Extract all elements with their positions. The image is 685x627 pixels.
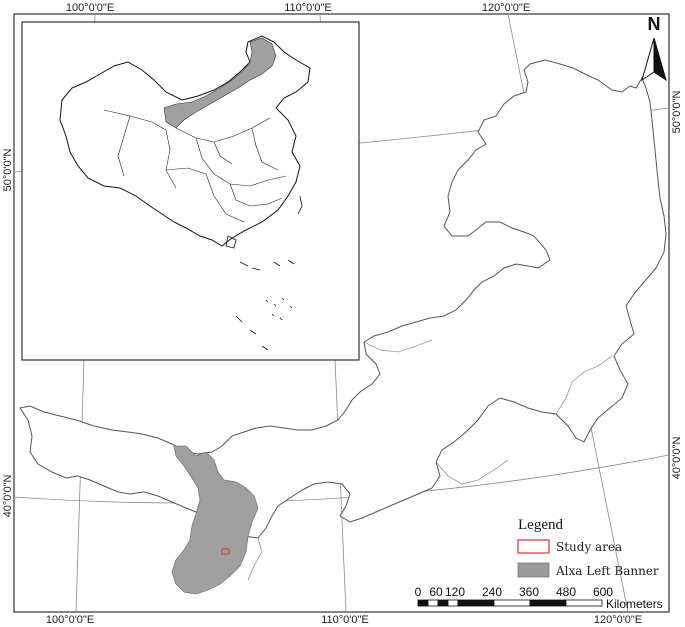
scale-tick-120: 120	[445, 585, 465, 599]
scale-bar-segments	[417, 599, 603, 607]
top-label-100e: 100°0'0"E	[66, 2, 114, 14]
north-arrow-label: N	[648, 14, 661, 34]
inset-map	[21, 21, 360, 361]
inset-islands	[225, 195, 303, 351]
scale-tick-240: 240	[482, 585, 502, 599]
scale-tick-60: 60	[429, 585, 443, 599]
bottom-label-120e: 120°0'0"E	[594, 614, 642, 626]
alxa-left-banner-region	[171, 445, 259, 595]
legend-study-area-swatch	[517, 539, 550, 554]
scale-tick-600: 600	[593, 585, 613, 599]
legend-alxa-swatch	[517, 562, 550, 578]
north-arrow: N	[641, 14, 667, 82]
inset-inner-mongolia	[163, 37, 277, 129]
inset-province-lines	[103, 109, 287, 223]
top-label-120e: 120°0'0"E	[482, 2, 530, 14]
left-label-50n: 50°0'0"N	[2, 149, 14, 192]
bottom-label-110e: 110°0'0"E	[321, 614, 369, 626]
china-outline	[59, 35, 311, 247]
scale-tick-360: 360	[519, 585, 539, 599]
legend-title: Legend	[518, 517, 563, 533]
legend: Legend Study area Alxa Left Banner	[517, 517, 659, 578]
internal-boundaries	[247, 339, 613, 581]
left-label-40n: 40°0'0"N	[2, 475, 14, 518]
scale-bar: 0 60 120 240 360 480 600 Kilometers	[415, 585, 663, 611]
parallel-40n	[13, 454, 670, 504]
bottom-label-100e: 100°0'0"E	[46, 614, 94, 626]
right-label-50n: 50°0'0"N	[671, 91, 683, 134]
north-arrow-right-half	[653, 37, 667, 82]
top-label-110e: 110°0'0"E	[284, 2, 332, 14]
inner-mongolia-boundary	[19, 59, 667, 539]
scale-unit: Kilometers	[606, 597, 663, 611]
legend-alxa-label: Alxa Left Banner	[555, 564, 659, 578]
scale-tick-0: 0	[415, 585, 422, 599]
right-label-40n: 40°0'0"N	[671, 437, 683, 480]
scale-tick-480: 480	[556, 585, 576, 599]
study-area-marker	[221, 548, 230, 555]
legend-study-area-label: Study area	[556, 540, 622, 554]
